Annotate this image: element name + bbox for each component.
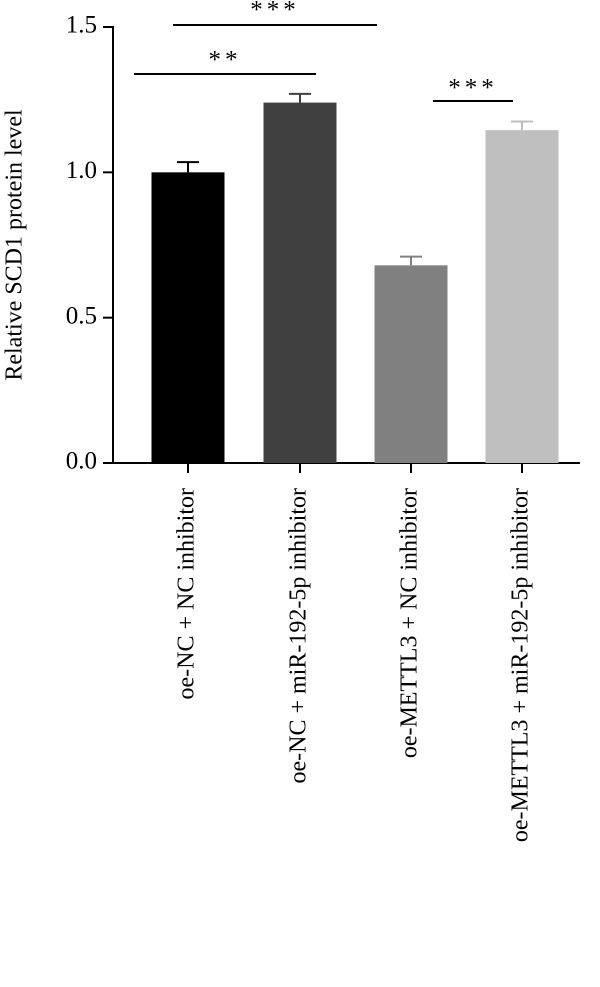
bar bbox=[263, 102, 337, 463]
bar bbox=[485, 130, 559, 464]
x-tick-label: oe-NC + NC inhibitor bbox=[174, 488, 200, 700]
y-tick-label: 0.0 bbox=[66, 448, 97, 475]
bar bbox=[374, 265, 448, 463]
y-tick-label: 1.0 bbox=[66, 157, 97, 184]
y-tick-label: 0.5 bbox=[66, 302, 97, 329]
x-tick-label: oe-METTL3 + NC inhibitor bbox=[397, 488, 423, 758]
bar bbox=[151, 172, 225, 464]
significance-label: *** bbox=[250, 0, 300, 24]
significance-label: ** bbox=[209, 47, 242, 74]
x-tick-label: oe-METTL3 + miR-192-5p inhibitor bbox=[508, 488, 534, 842]
y-axis-label: Relative SCD1 protein level bbox=[2, 109, 28, 381]
x-tick-label: oe-NC + miR-192-5p inhibitor bbox=[286, 488, 312, 784]
significance-label: *** bbox=[448, 75, 498, 102]
y-tick-label: 1.5 bbox=[66, 12, 97, 39]
